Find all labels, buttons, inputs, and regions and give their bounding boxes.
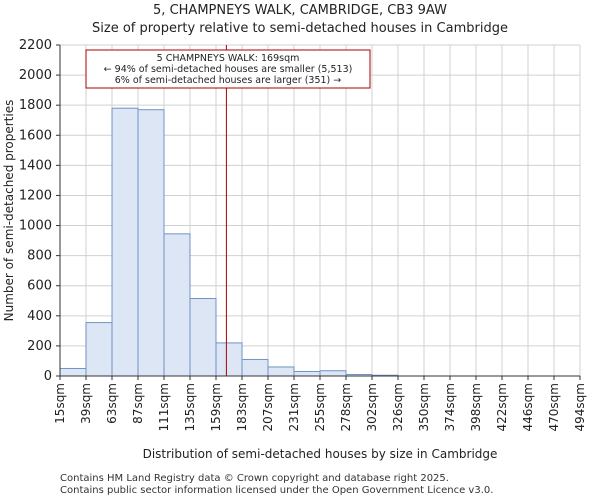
x-tick-label: 398sqm (469, 383, 483, 431)
chart-title: 5, CHAMPNEYS WALK, CAMBRIDGE, CB3 9AW (153, 3, 447, 18)
x-tick-label: 15sqm (53, 383, 67, 424)
x-tick-label: 159sqm (209, 383, 223, 431)
x-tick-label: 87sqm (131, 383, 145, 424)
annotation-text: 5 CHAMPNEYS WALK: 169sqm (157, 53, 300, 64)
y-tick-label: 1000 (19, 219, 52, 234)
x-tick-label: 494sqm (573, 383, 587, 431)
histogram-bar (215, 342, 243, 377)
histogram-bar (319, 370, 347, 377)
x-tick-label: 374sqm (443, 383, 457, 431)
histogram-bar (85, 322, 113, 377)
histogram-bar (137, 109, 165, 377)
y-tick-label: 1800 (19, 98, 52, 113)
y-tick-label: 2000 (19, 68, 52, 83)
annotation-text: 6% of semi-detached houses are larger (3… (115, 75, 342, 86)
x-tick-label: 255sqm (313, 383, 327, 431)
x-tick-label: 111sqm (157, 383, 171, 431)
annotation-text: ← 94% of semi-detached houses are smalle… (104, 64, 353, 75)
y-tick-label: 600 (27, 279, 52, 294)
y-tick-label: 1200 (19, 188, 52, 203)
y-tick-label: 200 (27, 339, 52, 354)
footer-copyright: Contains HM Land Registry data © Crown c… (60, 473, 449, 484)
x-tick-label: 302sqm (365, 383, 379, 431)
y-tick-label: 0 (44, 369, 52, 384)
histogram-bar (59, 367, 87, 377)
x-tick-label: 63sqm (105, 383, 119, 424)
x-tick-label: 135sqm (183, 383, 197, 431)
y-axis-title: Number of semi-detached properties (2, 100, 16, 322)
y-tick-label: 1600 (19, 128, 52, 143)
histogram-bar (111, 107, 139, 377)
x-tick-label: 446sqm (521, 383, 535, 431)
y-tick-label: 400 (27, 309, 52, 324)
x-tick-label: 39sqm (79, 383, 93, 424)
x-tick-label: 326sqm (391, 383, 405, 431)
histogram-bar (267, 366, 295, 377)
x-tick-label: 470sqm (547, 383, 561, 431)
footer-licence: Contains public sector information licen… (60, 485, 494, 496)
chart-subtitle: Size of property relative to semi-detach… (92, 21, 508, 36)
x-tick-label: 422sqm (495, 383, 509, 431)
x-tick-label: 183sqm (235, 383, 249, 431)
histogram-bar (163, 233, 191, 377)
y-tick-label: 1400 (19, 158, 52, 173)
annotation-box (85, 49, 371, 89)
x-tick-label: 231sqm (287, 383, 301, 431)
histogram-bar (241, 358, 269, 377)
histogram-bar (293, 370, 321, 377)
x-tick-label: 207sqm (261, 383, 275, 431)
x-axis-title: Distribution of semi-detached houses by … (143, 447, 498, 461)
histogram-bar (189, 298, 217, 377)
y-tick-label: 800 (27, 249, 52, 264)
x-tick-label: 350sqm (417, 383, 431, 431)
x-tick-label: 278sqm (339, 383, 353, 431)
y-tick-label: 2200 (19, 38, 52, 53)
